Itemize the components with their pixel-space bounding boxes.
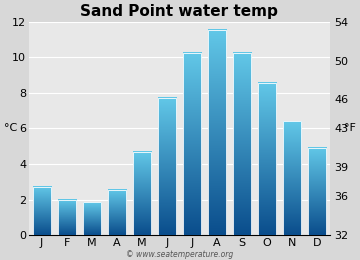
Bar	[58, 200, 76, 235]
Bar	[108, 190, 126, 235]
Bar	[183, 53, 201, 235]
Text: © www.seatemperature.org: © www.seatemperature.org	[126, 250, 234, 259]
Bar	[308, 148, 326, 235]
Title: Sand Point water temp: Sand Point water temp	[80, 4, 278, 19]
Bar	[33, 187, 51, 235]
Bar	[283, 121, 301, 235]
Bar	[233, 53, 251, 235]
Bar	[208, 30, 226, 235]
Bar	[258, 83, 276, 235]
Y-axis label: °F: °F	[344, 124, 356, 133]
Y-axis label: °C: °C	[4, 124, 17, 133]
Bar	[83, 202, 101, 235]
Bar	[158, 98, 176, 235]
Bar	[133, 152, 151, 235]
